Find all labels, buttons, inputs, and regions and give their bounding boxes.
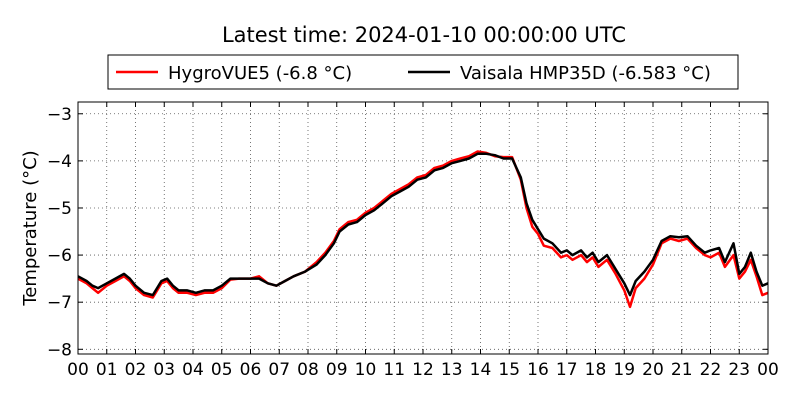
x-tick-label: 05 [211,360,233,380]
x-tick-label: 06 [240,360,262,380]
x-tick-label: 18 [585,360,607,380]
y-axis: −8 −7 −6 −5 −4 −3 [47,105,768,360]
x-tick-label: 09 [326,360,348,380]
x-tick-label: 22 [700,360,722,380]
plot-frame [77,101,769,355]
x-tick-label: 21 [671,360,693,380]
x-axis: 00 01 02 03 04 05 06 07 08 09 10 11 12 13 14 15 16 17 18 19… [67,102,779,380]
series-layer [77,150,769,309]
series-line-vaisala [77,152,769,297]
x-tick-label: 16 [527,360,549,380]
series-line-hygrovue5 [77,150,769,309]
x-tick-label: 04 [182,360,204,380]
x-tick-label: 00 [757,360,779,380]
x-tick-label: 13 [441,360,463,380]
y-tick-label: −5 [47,199,72,219]
legend-label-vaisala: Vaisala HMP35D (-6.583 °C) [460,63,711,84]
y-tick-label: −3 [47,105,72,125]
y-axis-label: Temperature (°C) [20,150,41,306]
x-tick-label: 12 [412,360,434,380]
x-tick-label: 23 [728,360,750,380]
x-tick-label: 10 [355,360,377,380]
x-tick-label: 07 [268,360,290,380]
legend: HygroVUE5 (-6.8 °C) Vaisala HMP35D (-6.5… [107,54,739,90]
x-tick-label: 02 [125,360,147,380]
x-tick-label: 14 [470,360,492,380]
x-tick-label: 08 [297,360,319,380]
y-tick-label: −7 [47,293,72,313]
chart-title: Latest time: 2024-01-10 00:00:00 UTC [222,23,626,47]
x-tick-label: 11 [383,360,405,380]
y-tick-label: −8 [47,340,72,360]
x-tick-label: 15 [498,360,520,380]
legend-label-hygrovue5: HygroVUE5 (-6.8 °C) [168,63,352,84]
x-tick-label: 00 [67,360,89,380]
y-tick-label: −4 [47,152,72,172]
x-tick-label: 19 [613,360,635,380]
x-tick-label: 01 [96,360,118,380]
y-tick-label: −6 [47,246,72,266]
grid-lines [78,102,768,354]
x-tick-label: 20 [642,360,664,380]
x-tick-label: 17 [556,360,578,380]
x-tick-label: 03 [153,360,175,380]
